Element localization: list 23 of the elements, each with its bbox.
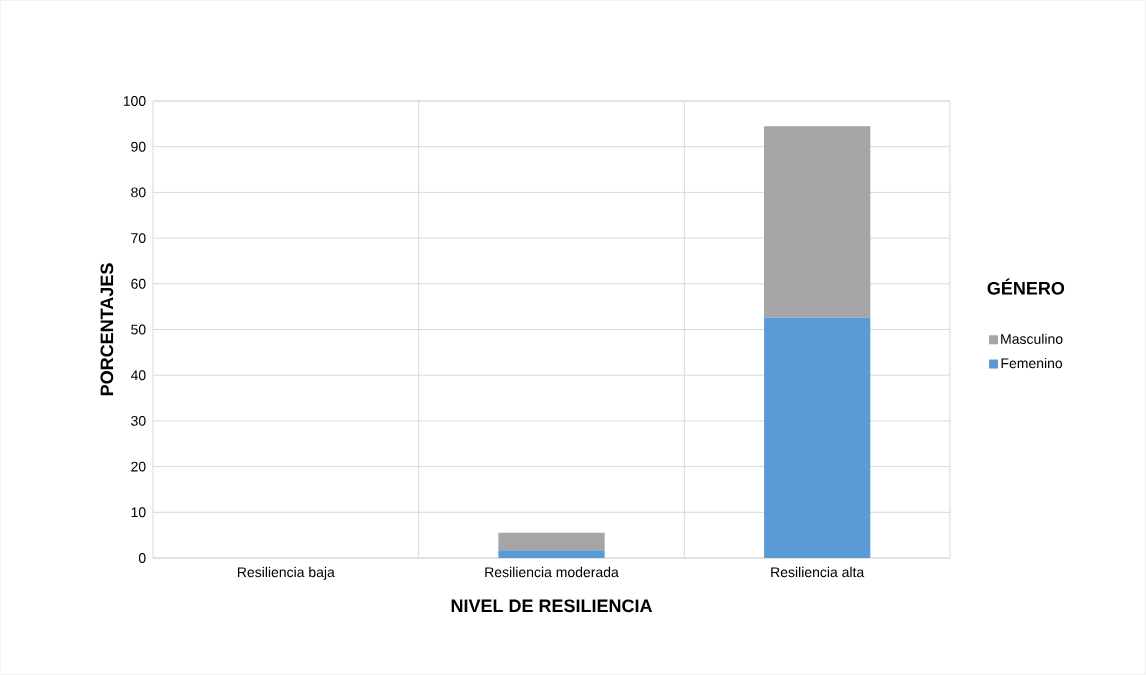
bar xyxy=(498,550,605,558)
y-tick-label: 50 xyxy=(131,324,146,335)
legend-title: GÉNERO xyxy=(987,278,1065,295)
legend-label: Masculino xyxy=(1001,333,1063,344)
y-axis-title: PORCENTAJES xyxy=(100,263,114,396)
x-tick-label: Resiliencia baja xyxy=(237,566,335,580)
y-tick-label: 60 xyxy=(131,278,146,289)
y-tick-label: 0 xyxy=(138,553,146,563)
bar xyxy=(498,532,605,551)
y-tick-label: 90 xyxy=(131,141,146,152)
y-tick-label: 80 xyxy=(131,187,146,198)
x-tick-label: Resiliencia alta xyxy=(771,566,865,578)
legend-label: Femenino xyxy=(1001,357,1063,369)
x-axis-title: NIVEL DE RESILIENCIA xyxy=(451,599,653,613)
bar xyxy=(764,126,871,318)
x-tick-label: Resiliencia moderada xyxy=(485,566,619,578)
y-tick-label: 30 xyxy=(131,415,146,426)
y-tick-label: 20 xyxy=(131,461,146,472)
y-tick-label: 100 xyxy=(123,96,146,106)
y-tick-label: 40 xyxy=(130,370,146,381)
bar xyxy=(764,317,871,558)
y-tick-label: 70 xyxy=(131,233,146,244)
y-tick-label: 10 xyxy=(131,507,146,518)
